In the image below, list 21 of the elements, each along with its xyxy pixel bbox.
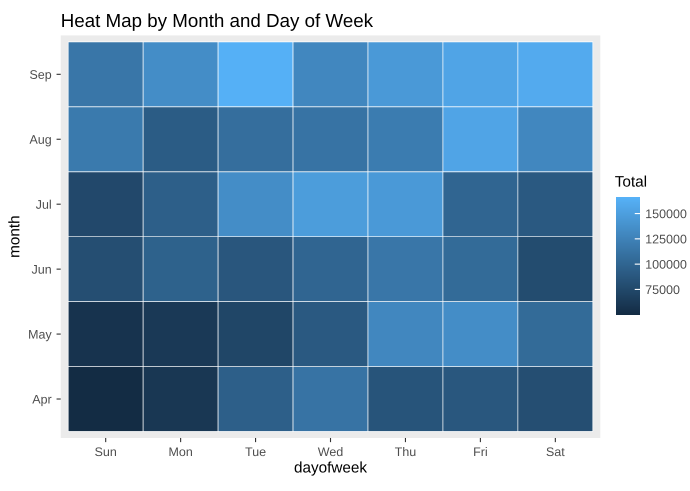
color-bar-label: 75000 <box>646 285 680 294</box>
legend-title: Total <box>615 176 646 187</box>
x-tick-label: Fri <box>474 447 487 456</box>
color-bar-label: 100000 <box>646 260 686 269</box>
x-tick-label: Sun <box>95 447 116 456</box>
y-tick-label: Jun <box>32 265 51 274</box>
y-axis-title: month <box>8 216 20 257</box>
y-tick-label: Apr <box>32 394 52 406</box>
x-tick-label: Mon <box>169 447 192 456</box>
y-tick-label: May <box>29 330 52 342</box>
y-tick-label: Aug <box>29 135 51 146</box>
color-bar-label: 150000 <box>646 209 686 218</box>
x-tick-label: Tue <box>245 447 266 456</box>
x-tick-label: Thu <box>394 447 416 456</box>
y-tick-label: Jul <box>36 200 51 209</box>
x-tick-label: Sat <box>546 447 565 456</box>
chart-title: Heat Map by Month and Day of Week <box>62 13 374 31</box>
y-tick-label: Sep <box>30 70 52 82</box>
color-bar-label: 125000 <box>646 234 686 244</box>
x-tick-label: Wed <box>318 447 342 456</box>
x-axis-title: dayofweek <box>294 461 368 476</box>
